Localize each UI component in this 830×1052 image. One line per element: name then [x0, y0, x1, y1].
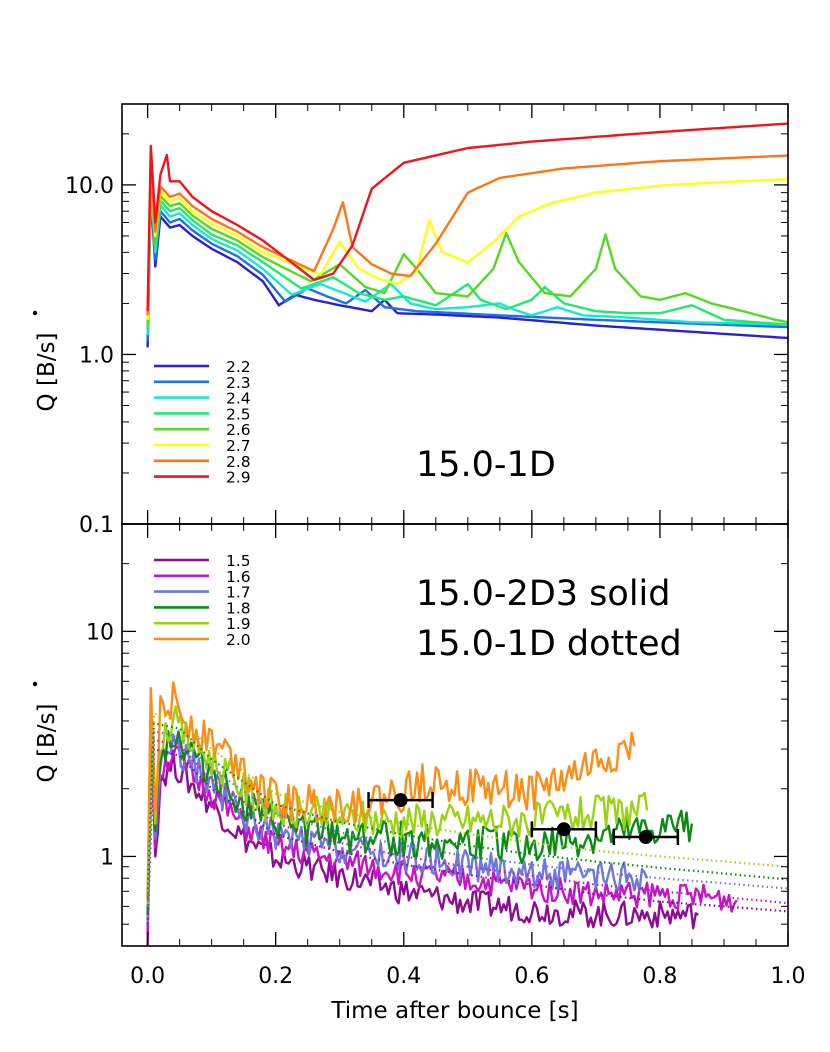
legend-label: 2.9 — [226, 469, 251, 487]
x-tick-label: 0.6 — [514, 964, 549, 989]
x-tick-label: 1.0 — [771, 964, 806, 989]
legend-label: 1.9 — [226, 615, 251, 633]
y-axis-label: Q [B/s] — [34, 704, 60, 783]
y-axis-label: Q [B/s] — [34, 333, 60, 412]
series-line-1d-dotted — [146, 722, 788, 899]
q-dot — [32, 681, 38, 687]
series-line-2.3 — [146, 187, 788, 342]
q-dot — [32, 310, 38, 316]
series-line-2.9 — [146, 122, 788, 312]
y-tick-label: 10 — [86, 620, 114, 645]
x-axis-label: Time after bounce [s] — [330, 998, 578, 1024]
panel-annotation: 15.0-1D dotted — [416, 624, 682, 664]
legend-label: 2.0 — [226, 631, 251, 649]
data-point — [638, 830, 653, 845]
panel-annotation: 15.0-1D — [416, 445, 556, 485]
series-line-2.7 — [146, 173, 788, 320]
x-tick-label: 0.4 — [386, 964, 421, 989]
data-point — [393, 793, 408, 808]
legend-label: 1.7 — [226, 584, 251, 602]
bottom-panel: 0.0 0.2 0.4 0.6 0.8 1.0 Time after bounce [s] 1… — [32, 523, 806, 1024]
legend-label: 2.5 — [226, 405, 251, 423]
top-panel: 0.1 1.0 10.0 Q [B/s] 2.22.32.42.52.62.72.82.… — [32, 103, 789, 538]
legend-label: 2.3 — [226, 374, 251, 392]
legend-label: 1.8 — [226, 599, 251, 617]
series-group — [146, 122, 788, 348]
legend-label: 2.6 — [226, 421, 251, 439]
series-group — [146, 681, 788, 946]
x-tick-label: 0.2 — [258, 964, 293, 989]
legend-label: 1.5 — [226, 552, 251, 570]
series-line-2.4 — [146, 183, 788, 336]
series-line-2.8 — [146, 154, 788, 316]
series-line-2.5 — [146, 180, 788, 330]
y-tick-label: 1 — [100, 845, 114, 870]
legend-label: 2.2 — [226, 358, 251, 376]
x-tick-label: 0.8 — [642, 964, 677, 989]
legend-label: 2.7 — [226, 437, 251, 455]
data-point — [556, 822, 571, 837]
series-line-2.6 — [146, 176, 788, 325]
legend-label: 2.8 — [226, 453, 251, 471]
series-line-1.6 — [146, 715, 738, 935]
y-tick-label: 10.0 — [65, 174, 114, 199]
series-line-1.5 — [146, 722, 699, 946]
legend-label: 2.4 — [226, 390, 251, 408]
series-line-1d-dotted — [146, 747, 788, 925]
series-line-1d-dotted — [146, 738, 788, 915]
y-tick-label: 0.1 — [79, 513, 114, 538]
plot-frame — [121, 523, 789, 947]
series-line-1d-dotted — [146, 730, 788, 907]
series-line-2.2 — [146, 191, 788, 348]
y-tick-label: 1.0 — [79, 343, 114, 368]
panel-annotation: 15.0-2D3 solid — [416, 574, 671, 614]
series-line-2.0 — [146, 681, 636, 899]
legend-label: 1.6 — [226, 568, 251, 586]
series-line-1d-dotted — [146, 712, 788, 892]
x-tick-label: 0.0 — [130, 964, 165, 989]
